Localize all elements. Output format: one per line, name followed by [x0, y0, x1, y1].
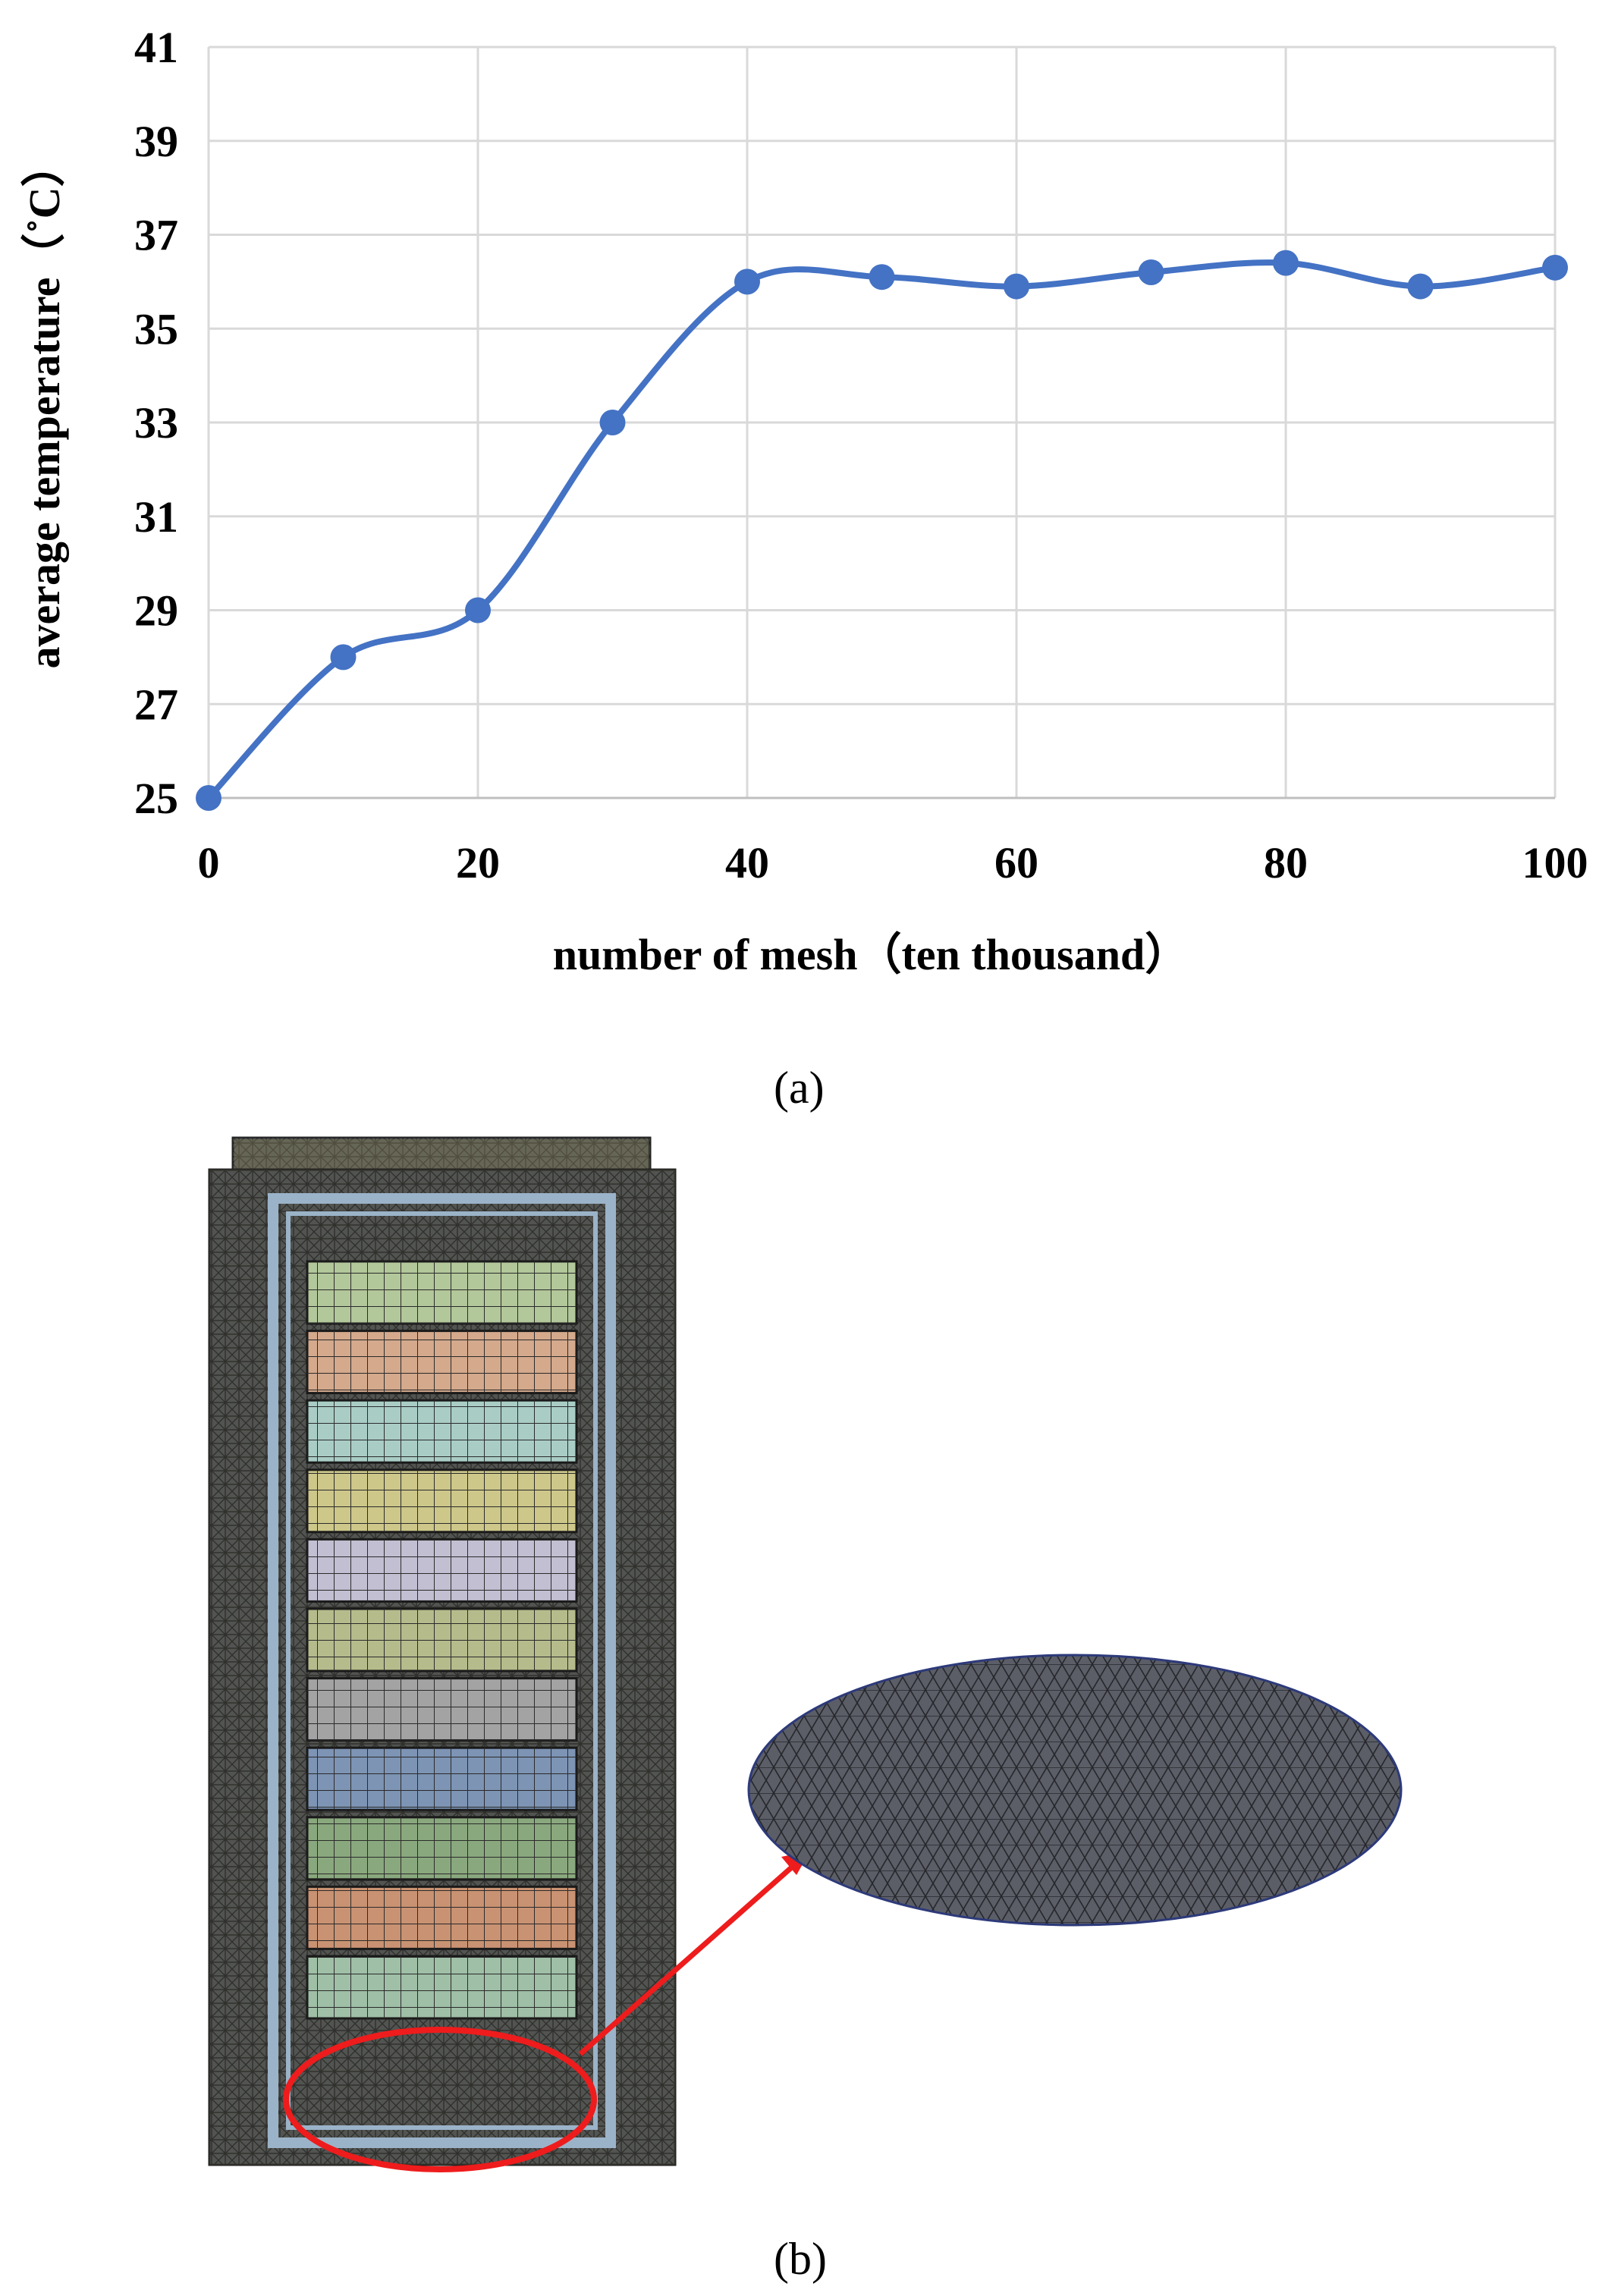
cell-block-mesh — [307, 1539, 577, 1602]
x-tick-labels: 0 20 40 60 80 100 — [198, 838, 1588, 887]
cell-block-mesh — [307, 1956, 577, 2018]
data-point — [869, 264, 895, 291]
data-point — [196, 785, 221, 811]
y-tick-label: 29 — [134, 586, 178, 636]
x-tick-label: 20 — [456, 838, 500, 887]
x-tick-label: 0 — [198, 838, 220, 887]
y-tick-labels: 25 27 29 31 33 35 37 39 41 — [134, 23, 178, 823]
y-tick-label: 27 — [134, 680, 178, 729]
cell-block-mesh — [307, 1748, 577, 1811]
cell-block-mesh — [307, 1886, 577, 1949]
data-point — [1542, 254, 1568, 281]
data-point — [734, 269, 760, 295]
cell-block-mesh — [307, 1609, 577, 1671]
data-point — [599, 410, 626, 435]
cell-block-mesh — [307, 1817, 577, 1880]
y-axis-title: average temperature（˚C） — [20, 143, 69, 668]
cell-block-mesh — [307, 1330, 577, 1393]
data-point — [1138, 259, 1164, 285]
data-point — [1407, 273, 1434, 300]
y-tick-label: 37 — [134, 211, 178, 260]
panel-label-b: (b) — [774, 2234, 827, 2284]
cell-block-mesh — [307, 1261, 577, 1324]
zoomed-mesh — [749, 1655, 1401, 1925]
chart-grid — [207, 46, 1557, 799]
mesh-figure — [208, 1136, 1403, 2172]
y-tick-label: 25 — [134, 774, 178, 823]
y-tick-label: 41 — [134, 23, 178, 72]
cell-block-mesh — [307, 1400, 577, 1463]
data-point — [1004, 273, 1029, 300]
mesh-frame-outer — [268, 1193, 616, 2148]
temperature-mesh-chart: 25 27 29 31 33 35 37 39 41 0 20 40 60 80 100 number o… — [20, 23, 1588, 979]
x-tick-label: 100 — [1522, 838, 1588, 887]
y-tick-label: 33 — [134, 398, 178, 448]
cell-block-mesh — [307, 1678, 577, 1741]
cell-stack — [306, 1260, 578, 2020]
y-tick-label: 39 — [134, 117, 178, 166]
series-markers — [196, 250, 1568, 811]
y-tick-label: 31 — [134, 492, 178, 542]
x-tick-label: 40 — [725, 838, 769, 887]
data-point — [465, 597, 491, 623]
mesh-cap-texture — [233, 1138, 650, 1174]
cell-block-mesh — [307, 1469, 577, 1532]
series-line — [206, 259, 1558, 801]
panel-label-a: (a) — [774, 1063, 825, 1113]
data-point — [330, 644, 357, 671]
zoom-arrow — [578, 1862, 797, 2056]
mesh-frame-inner — [286, 1211, 598, 2130]
x-axis-title: number of mesh（ten thousand） — [553, 930, 1189, 979]
highlight-ellipse — [283, 2027, 597, 2172]
zoomed-mesh-border — [747, 1654, 1403, 1927]
y-tick-label: 35 — [134, 304, 178, 353]
data-point — [1273, 250, 1299, 276]
x-tick-label: 60 — [994, 838, 1038, 887]
x-tick-label: 80 — [1264, 838, 1308, 887]
